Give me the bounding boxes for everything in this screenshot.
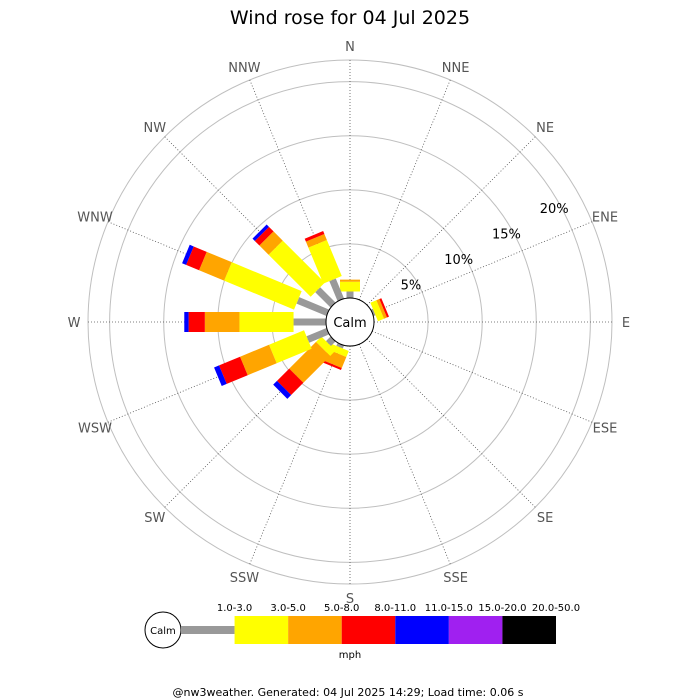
petal-nw-bin-5.0-8.0 <box>259 231 283 255</box>
petal-wnw-bin-3.0-5.0 <box>224 262 302 310</box>
legend-swatch-3.0-5.0 <box>234 616 289 644</box>
legend-calm-label: Calm <box>150 626 176 637</box>
ring-labels: 5% 10% 15% 20% <box>401 202 569 293</box>
petal-ene-bin-3.0-5.0 <box>370 300 384 322</box>
petal-nw-bin-11.0-15.0 <box>252 224 269 241</box>
direction-label-sse: SSE <box>443 571 468 586</box>
spoke-ne <box>366 136 536 306</box>
petal-nnw <box>304 231 345 302</box>
petal-wsw-bin-11.0-15.0 <box>214 365 227 386</box>
petal-ssw-bin-8.0-11.0 <box>322 360 342 370</box>
spoke-nne <box>358 79 451 300</box>
legend: Calm 1.0-3.0 3.0-5.0 5.0-8.0 8.0-11.0 11.0-15… <box>144 603 580 661</box>
petal-nnw-bin-8.0-11.0 <box>304 231 325 242</box>
spoke-ene <box>372 221 593 314</box>
petal-sw-bin-8.0-11.0 <box>277 368 304 395</box>
petal-wnw-bin-5.0-8.0 <box>199 251 232 281</box>
petal-ene-bin-5.0-8.0 <box>376 299 387 319</box>
legend-label-15.0-20.0: 15.0-20.0 <box>478 603 526 614</box>
spoke-sse <box>358 344 451 565</box>
petal-sw-bin-3.0-5.0 <box>316 336 336 356</box>
petal-ene-bin-8.0-11.0 <box>379 298 389 318</box>
spoke-ssw <box>249 344 342 565</box>
petals <box>182 224 389 399</box>
direction-label-wnw: WNW <box>77 210 113 225</box>
petal-nw-bin-3.0-5.0 <box>268 240 325 297</box>
petal-wsw-bin-3.0-5.0 <box>269 330 312 364</box>
petal-wnw-bin-11.0-15.0 <box>182 244 194 265</box>
direction-label-sw: SW <box>144 511 165 526</box>
petal-wsw-bin-8.0-11.0 <box>219 356 248 384</box>
legend-label-8.0-11.0: 8.0-11.0 <box>374 603 416 614</box>
petal-wnw <box>182 244 330 317</box>
legend-swatch-8.0-11.0 <box>341 616 396 644</box>
petal-wnw-bin-8.0-11.0 <box>186 246 207 271</box>
direction-label-s: S <box>346 592 354 607</box>
direction-label-n: N <box>345 40 355 55</box>
petal-ssw-bin-1.0-3.0 <box>336 342 345 349</box>
legend-swatch-11.0-15.0 <box>395 616 449 644</box>
legend-units: mph <box>339 650 361 661</box>
petal-wsw <box>214 327 330 386</box>
calm-label: Calm <box>333 316 366 331</box>
direction-label-se: SE <box>537 511 553 526</box>
legend-label-11.0-15.0: 11.0-15.0 <box>425 603 473 614</box>
direction-label-wsw: WSW <box>78 422 112 437</box>
legend-label-5.0-8.0: 5.0-8.0 <box>324 603 359 614</box>
ring-label-1: 10% <box>444 253 473 268</box>
ring-label-0: 5% <box>401 278 422 293</box>
direction-label-nne: NNE <box>442 61 470 76</box>
petal-nw <box>252 224 336 308</box>
direction-label-nnw: NNW <box>228 61 260 76</box>
petal-ssw-bin-5.0-8.0 <box>323 349 347 368</box>
petal-sw <box>273 336 336 399</box>
petal-nnw-bin-3.0-5.0 <box>308 240 342 284</box>
direction-label-ssw: SSW <box>230 571 260 586</box>
direction-label-ene: ENE <box>592 210 618 225</box>
legend-swatch-1.0-3.0 <box>181 626 235 634</box>
petal-wnw-bin-1.0-3.0 <box>296 297 330 317</box>
petal-nnw-bin-1.0-3.0 <box>329 278 345 302</box>
direction-labels: N NNE NE ENE E ESE SE SSE S SSW SW WSW W WNW NW NNW <box>68 40 631 607</box>
petal-sw-bin-5.0-8.0 <box>289 341 331 383</box>
petal-wsw-bin-5.0-8.0 <box>240 344 277 376</box>
direction-label-e: E <box>622 316 630 331</box>
calm-circle: Calm <box>325 297 375 347</box>
legend-swatch-20.0-50.0 <box>502 616 556 644</box>
ring-label-3: 20% <box>540 202 569 217</box>
legend-swatch-5.0-8.0 <box>288 616 342 644</box>
chart-title: Wind rose for 04 Jul 2025 <box>230 7 470 29</box>
direction-label-nw: NW <box>144 121 167 136</box>
petal-nw-bin-8.0-11.0 <box>254 226 274 246</box>
petal-nnw-bin-5.0-8.0 <box>305 234 327 248</box>
petal-nw-bin-1.0-3.0 <box>315 287 336 308</box>
spoke-se <box>366 338 536 508</box>
ring-label-2: 15% <box>492 228 521 243</box>
legend-swatch-15.0-20.0 <box>448 616 503 644</box>
footer-text: @nw3weather. Generated: 04 Jul 2025 14:2… <box>173 686 524 699</box>
petal-ene <box>370 298 389 322</box>
petal-ssw <box>322 342 349 370</box>
direction-label-w: W <box>68 316 81 331</box>
direction-label-ne: NE <box>536 121 554 136</box>
petal-sw-bin-1.0-3.0 <box>325 336 336 347</box>
petal-ssw-bin-3.0-5.0 <box>327 343 349 357</box>
spoke-ese <box>372 330 593 423</box>
legend-label-3.0-5.0: 3.0-5.0 <box>270 603 305 614</box>
legend-label-20.0-50.0: 20.0-50.0 <box>532 603 580 614</box>
petal-sw-bin-11.0-15.0 <box>273 380 292 399</box>
direction-label-ese: ESE <box>593 422 618 437</box>
petal-wsw-bin-1.0-3.0 <box>306 327 330 343</box>
legend-label-1.0-3.0: 1.0-3.0 <box>217 603 252 614</box>
